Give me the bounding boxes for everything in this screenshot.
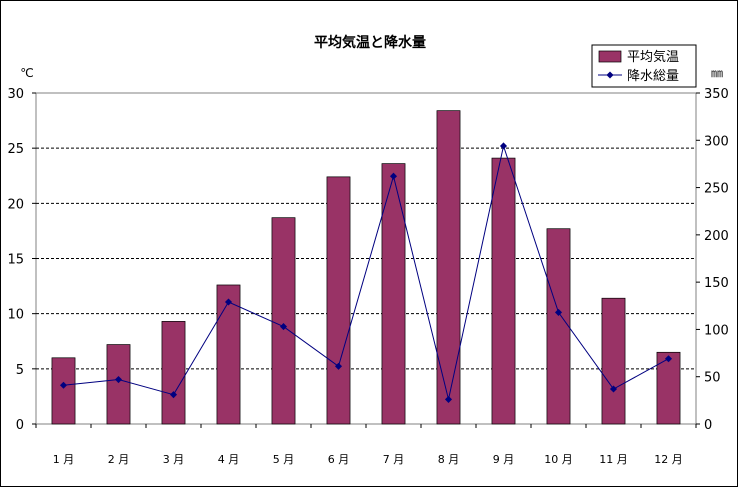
legend-line-marker [606, 71, 614, 79]
x-tick-label: 11 月 [599, 453, 628, 466]
x-tick-label: 6 月 [328, 453, 350, 466]
x-tick-label: 4 月 [218, 453, 240, 466]
right-axis-unit: ㎜ [711, 66, 723, 80]
precipitation-point [279, 323, 288, 331]
right-tick-label: 200 [704, 229, 729, 244]
temperature-bar [656, 351, 681, 425]
precipitation-point [334, 362, 343, 370]
right-tick-label: 0 [704, 418, 712, 433]
precipitation-point [664, 355, 673, 363]
temperature-bar [326, 176, 351, 425]
precipitation-point [609, 385, 618, 393]
x-tick-label: 7 月 [383, 453, 405, 466]
temperature-bar [271, 217, 296, 425]
legend: 平均気温 降水総量 [591, 44, 697, 88]
x-tick-label: 1 月 [53, 453, 75, 466]
left-tick-label: 0 [16, 418, 24, 433]
temperature-bar [601, 297, 626, 425]
temperature-bar [216, 284, 241, 425]
left-tick-label: 30 [7, 87, 24, 102]
precipitation-point [389, 172, 398, 180]
temperature-bar [161, 321, 186, 425]
x-tick-label: 12 月 [654, 453, 683, 466]
grid-lines [36, 147, 696, 370]
right-tick-label: 250 [704, 182, 729, 197]
x-tick-label: 9 月 [493, 453, 515, 466]
chart-title: 平均気温と降水量 [314, 34, 426, 51]
temperature-bar [106, 344, 131, 425]
temperature-bar [51, 357, 76, 425]
precipitation-point [444, 395, 453, 403]
precipitation-point [554, 308, 563, 316]
x-axis: 1 月 2 月 3 月 4 月 5 月 6 月 7 月 8 月 9 月 10 月 11 月 12 月 [35, 424, 697, 466]
right-tick-label: 150 [704, 276, 729, 291]
left-axis: 0 5 10 15 20 25 30 [7, 87, 36, 433]
x-tick-label: 5 月 [273, 453, 295, 466]
precipitation-point [169, 391, 178, 399]
left-tick-label: 15 [7, 253, 24, 268]
right-axis: 0 50 100 150 200 250 300 350 [696, 87, 729, 433]
temperature-bar [381, 163, 406, 425]
left-tick-label: 10 [7, 308, 24, 323]
x-tick-label: 3 月 [163, 453, 185, 466]
line-series [59, 142, 673, 403]
precipitation-point [224, 298, 233, 306]
right-tick-label: 50 [704, 371, 721, 386]
left-tick-label: 5 [16, 363, 24, 378]
temperature-bar [546, 228, 571, 425]
right-tick-label: 350 [704, 87, 729, 102]
left-axis-unit: ℃ [20, 66, 33, 80]
precipitation-point [114, 376, 123, 384]
legend-bar-label: 平均気温 [627, 49, 679, 65]
left-tick-label: 20 [7, 197, 24, 212]
x-tick-label: 2 月 [108, 453, 130, 466]
temperature-bar [436, 110, 461, 425]
right-tick-label: 100 [704, 323, 729, 338]
x-tick-label: 8 月 [438, 453, 460, 466]
precipitation-point [59, 381, 68, 389]
legend-line-label: 降水総量 [627, 69, 679, 84]
bar-series [51, 110, 681, 425]
precipitation-point [499, 142, 508, 150]
right-tick-label: 300 [704, 134, 729, 149]
precipitation-line [63, 144, 669, 400]
x-tick-label: 10 月 [544, 453, 573, 466]
left-tick-label: 25 [7, 142, 24, 157]
temperature-bar [491, 157, 516, 425]
legend-bar-swatch [598, 50, 622, 63]
